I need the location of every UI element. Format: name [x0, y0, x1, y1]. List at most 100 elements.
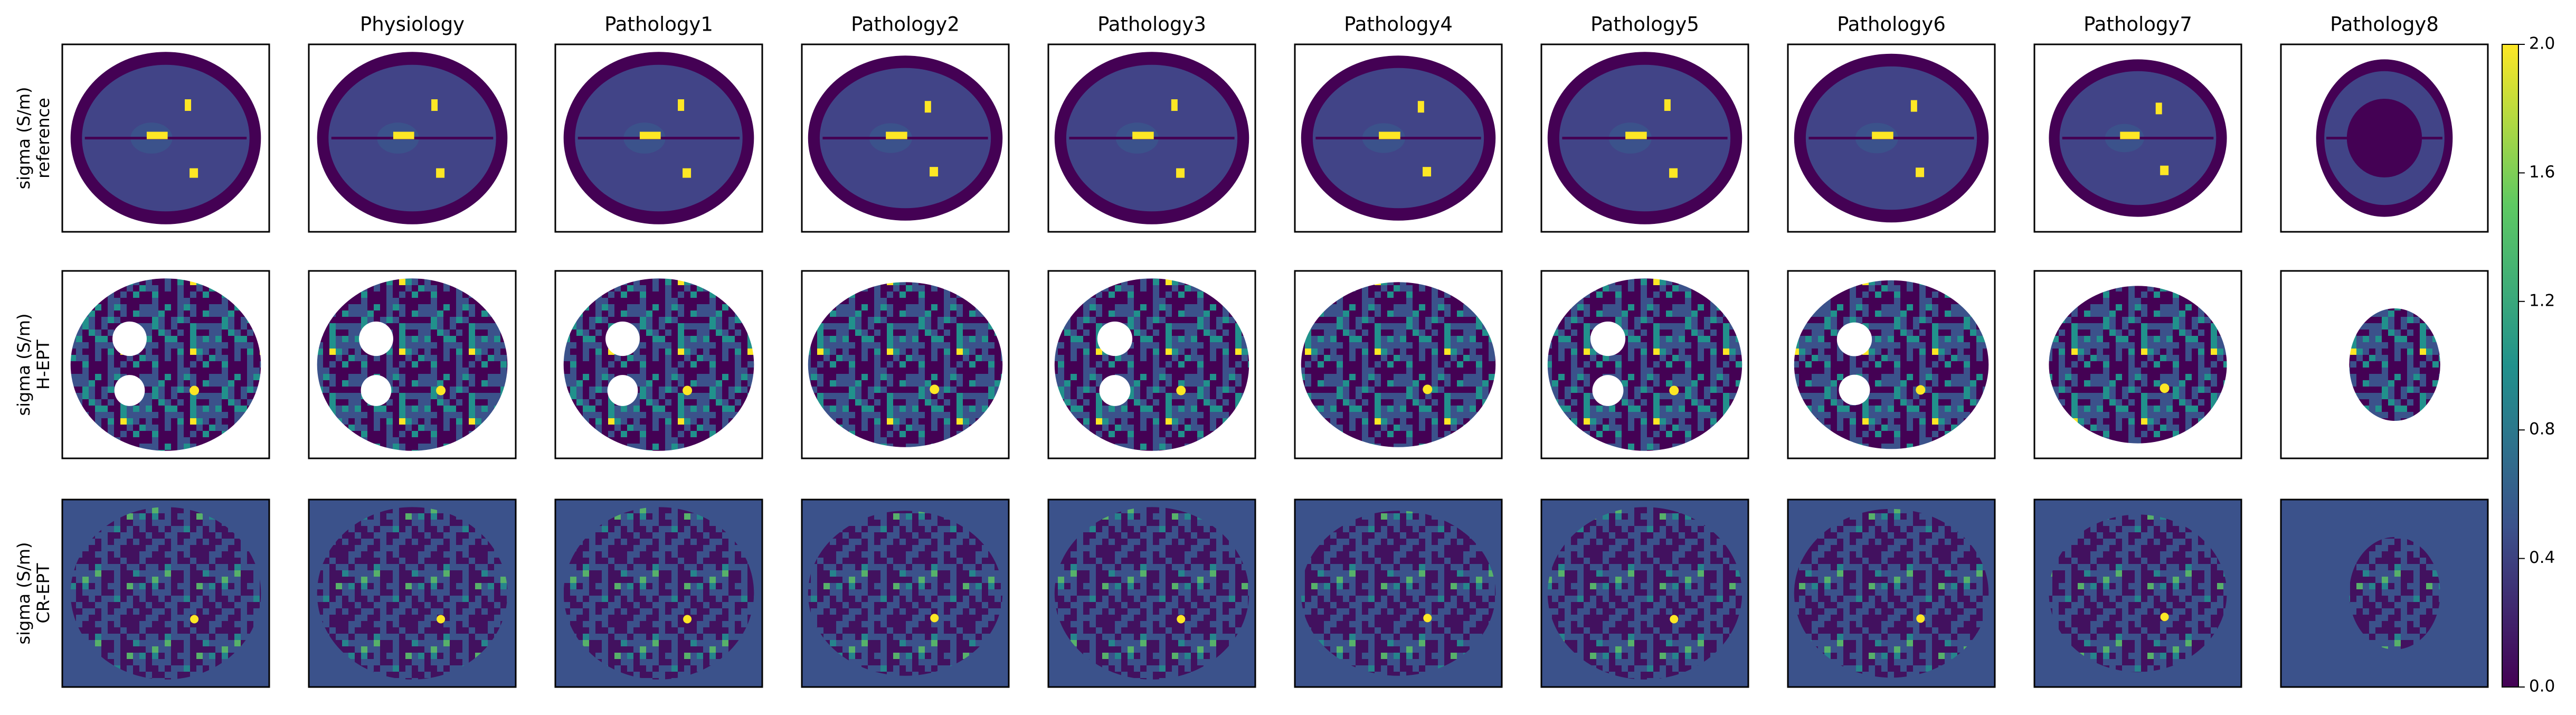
column-title: Pathology2	[851, 13, 960, 36]
row-label-method: reference	[33, 98, 53, 178]
row-label-method: CR-EPT	[33, 563, 53, 623]
panel	[1540, 43, 1749, 233]
panel	[2280, 270, 2489, 459]
panel-frame	[1787, 270, 1996, 459]
blob	[2155, 102, 2162, 115]
hole	[1590, 321, 1626, 356]
panel	[801, 43, 1010, 233]
panel	[1787, 270, 1996, 459]
brain-noise	[808, 282, 1003, 447]
brain-noise	[1301, 511, 1496, 676]
panel-frame	[1540, 498, 1749, 688]
blob	[1916, 614, 1925, 623]
panel-frame	[308, 43, 517, 233]
brain-noise	[317, 278, 508, 451]
brain-noise	[2349, 308, 2440, 421]
panel	[801, 270, 1010, 459]
brain-noise	[1794, 280, 1989, 449]
panel-frame	[1294, 270, 1503, 459]
column-title: Pathology5	[1590, 13, 1699, 36]
blob	[930, 167, 939, 177]
row-label-quantity: sigma (S/m)	[14, 87, 34, 189]
blob	[2160, 383, 2170, 393]
blob	[436, 168, 445, 178]
blob	[185, 99, 192, 111]
blob	[1669, 168, 1678, 178]
hole	[605, 321, 640, 356]
colorbar-tick-label: 0.0	[2529, 677, 2555, 696]
panel-frame	[801, 43, 1010, 233]
panel	[308, 498, 517, 688]
blob	[683, 168, 692, 178]
panel-frame	[2033, 498, 2242, 688]
panel	[1047, 270, 1256, 459]
panel	[801, 498, 1010, 688]
blob	[1423, 614, 1432, 623]
brain-noise	[2349, 537, 2440, 650]
colorbar-tick-label: 1.6	[2529, 163, 2555, 182]
colorbar-tick-label: 0.8	[2529, 420, 2555, 439]
brain-core	[2346, 98, 2422, 178]
panel-frame	[1540, 43, 1749, 233]
blob	[639, 131, 661, 139]
panel	[1294, 270, 1503, 459]
row-label-quantity: sigma (S/m)	[14, 542, 34, 644]
hole	[361, 375, 392, 406]
panel-frame	[1294, 498, 1503, 688]
column-title: Pathology8	[2330, 13, 2439, 36]
blob	[2160, 613, 2169, 622]
panel	[1294, 498, 1503, 688]
panel-frame	[801, 270, 1010, 459]
colorbar-tick-label: 0.4	[2529, 548, 2555, 567]
colorbar	[2502, 44, 2519, 688]
brain-noise	[1054, 278, 1249, 451]
brain-noise	[1547, 278, 1742, 451]
panel	[308, 43, 517, 233]
blob	[146, 131, 168, 139]
hole	[359, 321, 393, 356]
blob	[1132, 131, 1154, 139]
blob	[1379, 131, 1400, 139]
panel	[1540, 270, 1749, 459]
blob	[1910, 100, 1917, 112]
blob	[1176, 385, 1186, 396]
panel	[61, 43, 270, 233]
panel-frame	[554, 270, 763, 459]
blob	[190, 615, 199, 624]
panel-frame	[1787, 43, 1996, 233]
blob	[190, 168, 198, 178]
panel-frame	[1047, 498, 1256, 688]
brain-noise	[563, 507, 754, 680]
blob	[436, 385, 446, 396]
panel-frame	[2033, 270, 2242, 459]
brain-noise	[1054, 507, 1249, 680]
hole	[1836, 322, 1872, 356]
panel-frame	[308, 270, 517, 459]
brain-noise	[808, 511, 1003, 676]
panel	[2033, 43, 2242, 233]
column-title: Pathology4	[1344, 13, 1453, 36]
brain-noise	[2049, 286, 2227, 444]
brain-noise	[1301, 282, 1496, 447]
blob	[683, 615, 692, 624]
blob	[678, 99, 685, 111]
blob	[1417, 101, 1424, 113]
panel-frame	[2280, 498, 2489, 688]
panel-frame	[61, 498, 270, 688]
brain-noise	[563, 278, 754, 451]
blob	[683, 385, 693, 396]
brain-noise	[1547, 507, 1742, 680]
hole	[1839, 374, 1870, 406]
hole	[1592, 375, 1624, 406]
brain-noise	[2049, 514, 2227, 672]
blob	[2120, 131, 2140, 139]
panel	[554, 498, 763, 688]
panel	[61, 270, 270, 459]
panel-frame	[1294, 43, 1503, 233]
brain-noise	[1794, 509, 1989, 678]
blob	[1872, 131, 1893, 139]
panel	[1294, 43, 1503, 233]
hole	[607, 375, 638, 406]
row-label-method: H-EPT	[33, 340, 53, 390]
